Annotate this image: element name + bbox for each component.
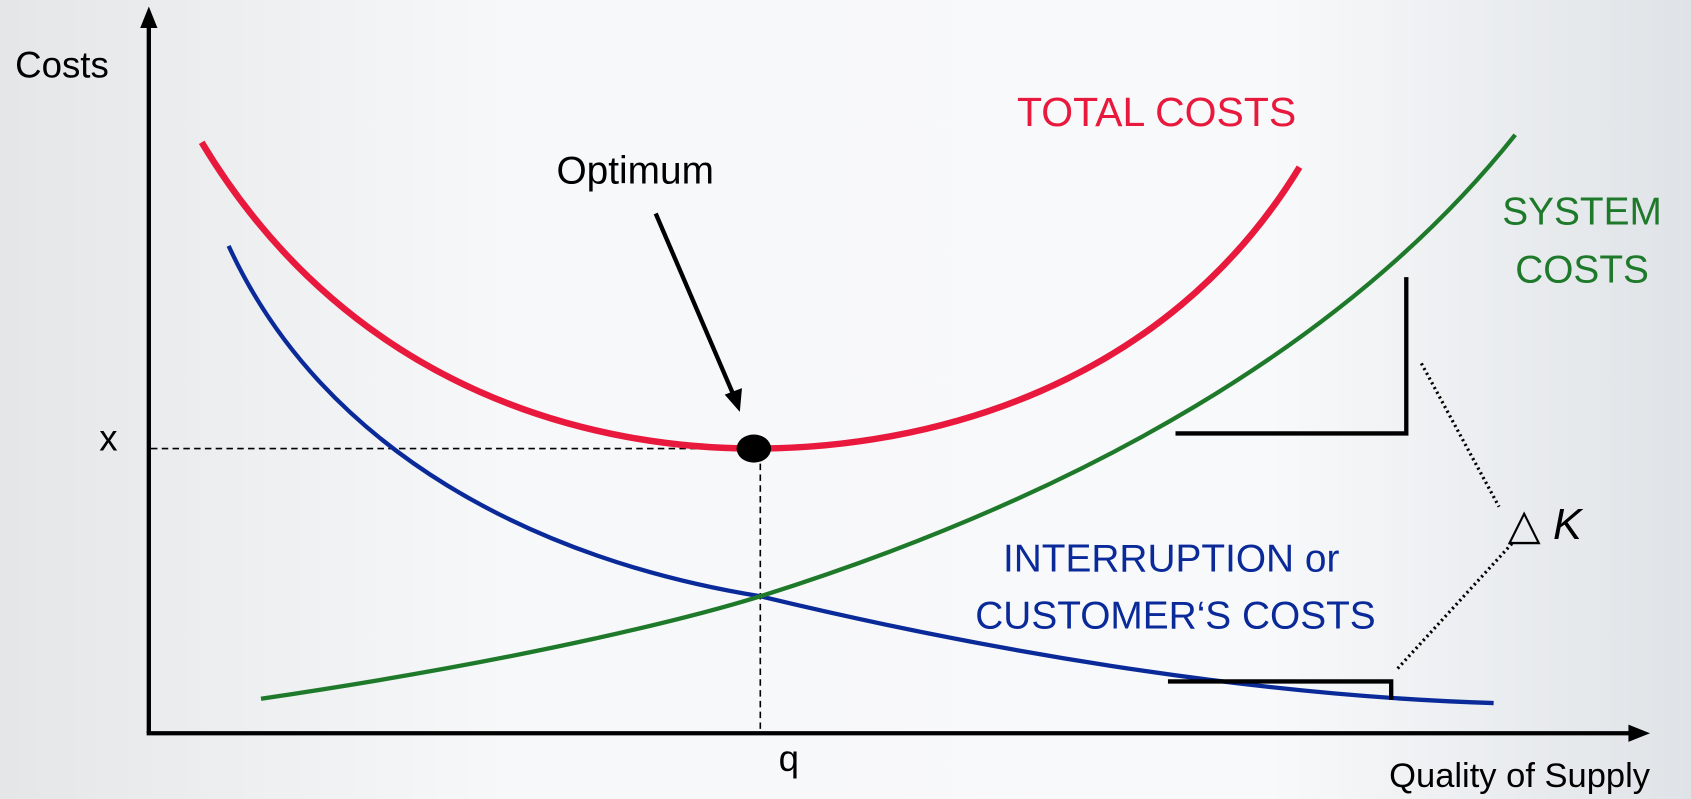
x-mark: x: [99, 418, 117, 459]
optimum-arrowhead: [724, 388, 742, 412]
interruption-costs-label: CUSTOMER‘S COSTS: [975, 595, 1375, 638]
delta-variable: K: [1553, 501, 1584, 549]
delta-symbol: △: [1508, 501, 1541, 549]
delta-pointer: [1419, 362, 1501, 508]
delta-pointer: [1396, 541, 1515, 670]
optimum-arrow: [653, 212, 736, 396]
optimum-label: Optimum: [556, 149, 713, 192]
system-costs-label: COSTS: [1515, 249, 1649, 292]
system-costs-label: SYSTEM: [1502, 190, 1662, 233]
interruption-slope: [1167, 679, 1394, 700]
x-axis-label: Quality of Supply: [1389, 757, 1651, 795]
total-costs-label: TOTAL COSTS: [1017, 89, 1296, 135]
optimum-point: [736, 434, 772, 463]
system-slope: [1175, 277, 1409, 436]
y-axis-arrow: [140, 6, 158, 29]
x-axis-arrow: [1628, 724, 1651, 742]
y-axis-label: Costs: [15, 45, 109, 86]
interruption-costs-label: INTERRUPTION or: [1003, 537, 1339, 580]
q-mark: q: [779, 738, 799, 779]
system-costs-curve: [260, 133, 1517, 701]
